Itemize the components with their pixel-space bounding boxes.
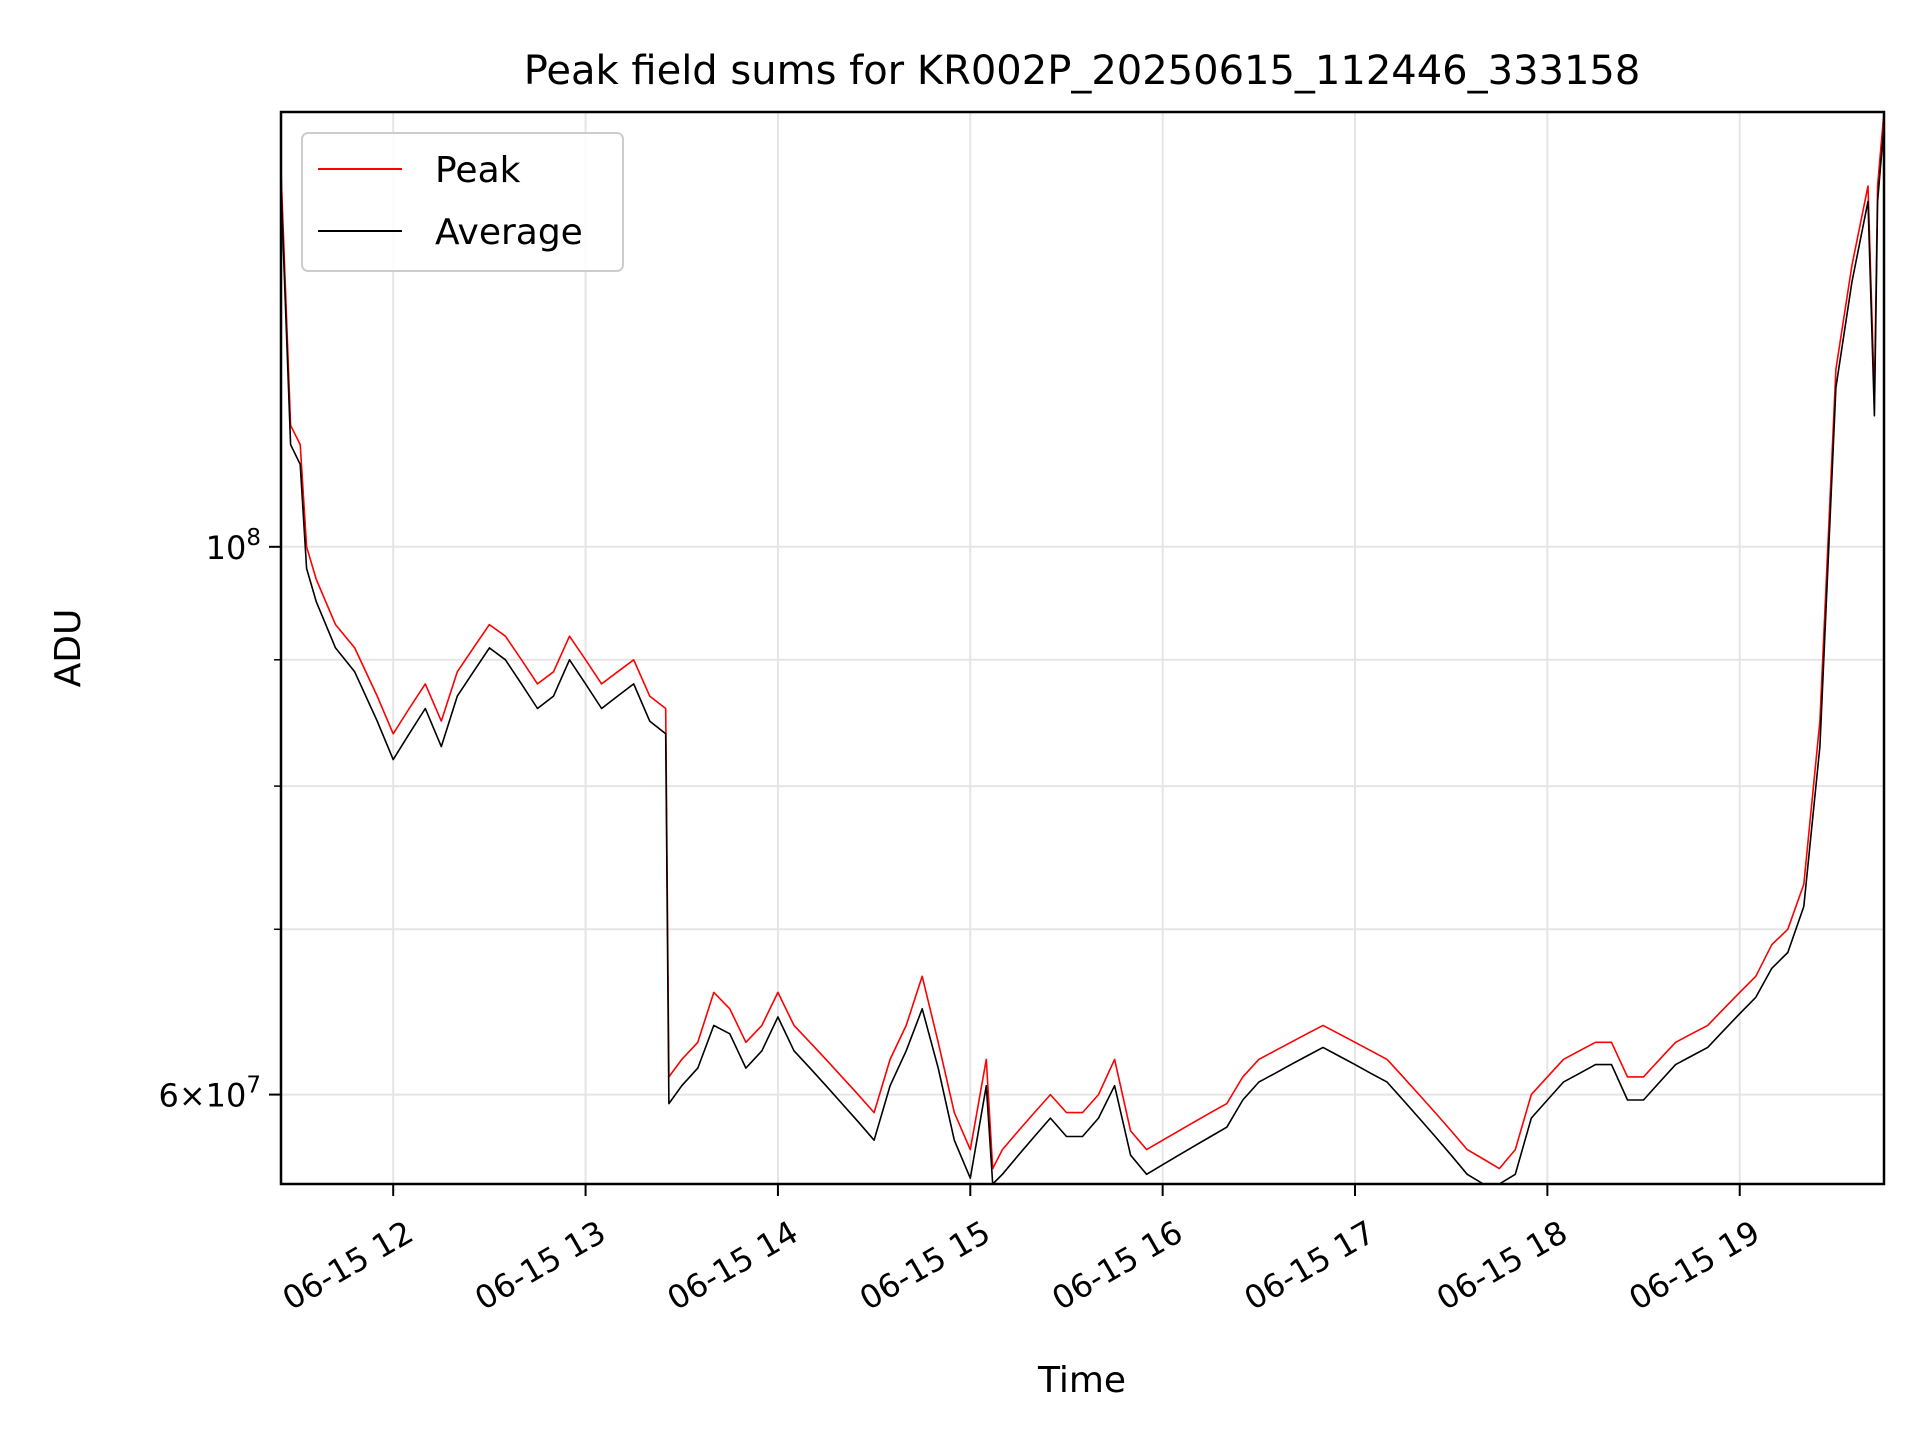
- chart-title: Peak field sums for KR002P_20250615_1124…: [524, 48, 1641, 94]
- series-line-peak: [280, 111, 1885, 1170]
- legend-peak-label: Peak: [435, 150, 521, 191]
- legend-average-label: Average: [435, 212, 583, 253]
- series-line-average: [280, 126, 1885, 1185]
- plot-area: [280, 111, 1885, 1185]
- legend-box: [301, 132, 624, 272]
- grid: [281, 112, 1884, 1184]
- y-tick-label: 108: [206, 525, 261, 567]
- y-tick-label: 6×107: [158, 1073, 261, 1115]
- y-axis-label: ADU: [48, 609, 89, 688]
- legend: Peak Average: [301, 132, 624, 272]
- plot-frame: [279, 110, 1886, 1186]
- y-axis: 108 6×107: [158, 525, 281, 1115]
- x-axis-label: Time: [1037, 1360, 1126, 1401]
